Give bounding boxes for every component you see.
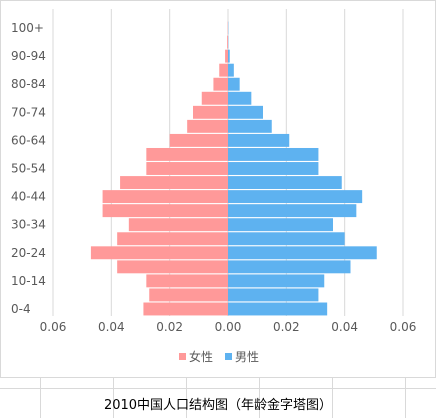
male-bar (228, 176, 342, 189)
female-bar (225, 50, 228, 63)
bars (91, 22, 377, 316)
male-bar (228, 134, 289, 147)
age-label: 40-44 (11, 190, 46, 204)
pyramid-chart: 0-4 10-14 20-24 30-34 40-44 50-54 60-64 70-74 80… (1, 1, 436, 379)
female-bar (143, 303, 228, 316)
x-tick-label: 0.00 (215, 320, 242, 334)
female-bar (146, 148, 228, 161)
age-label: 80-84 (11, 77, 46, 91)
male-bar (228, 148, 318, 161)
legend-swatch-female (179, 353, 186, 360)
female-bar (91, 246, 228, 259)
male-bar (228, 162, 318, 175)
female-bar (170, 134, 228, 147)
age-label: 20-24 (11, 246, 46, 260)
x-tick-label: 0.04 (331, 320, 358, 334)
age-label: 60-64 (11, 133, 46, 147)
male-bar (228, 106, 263, 119)
x-tick-label: 0.04 (98, 320, 125, 334)
sheet-row-line (0, 388, 436, 389)
female-bar (117, 260, 228, 273)
female-bar (120, 176, 228, 189)
female-bar (146, 162, 228, 175)
age-label: 30-34 (11, 218, 46, 232)
female-bar (219, 64, 228, 77)
male-bar (228, 50, 230, 63)
male-bar (228, 78, 240, 91)
male-bar (228, 246, 377, 259)
male-bar (228, 190, 362, 203)
male-bar (228, 260, 351, 273)
age-label: 50-54 (11, 162, 46, 176)
male-bar (228, 218, 333, 231)
legend-label-female: 女性 (189, 349, 213, 364)
age-label: 100+ (11, 21, 44, 35)
female-bar (103, 204, 228, 217)
female-bar (129, 218, 228, 231)
male-bar (228, 120, 272, 133)
chart-caption: 2010中国人口结构图（年龄金字塔图） (0, 394, 436, 413)
male-bar (228, 92, 251, 105)
female-bar (146, 274, 228, 287)
age-label: 10-14 (11, 274, 46, 288)
female-bar (202, 92, 228, 105)
female-bar (193, 106, 228, 119)
legend: 女性 男性 (179, 349, 259, 364)
female-bar (227, 36, 228, 49)
female-bar (187, 120, 228, 133)
male-bar (228, 288, 318, 301)
age-label: 90-94 (11, 49, 46, 63)
x-tick-label: 0.02 (273, 320, 300, 334)
male-bar (228, 274, 324, 287)
male-bar (228, 64, 234, 77)
legend-label-male: 男性 (235, 350, 259, 364)
chart-area: 0-4 10-14 20-24 30-34 40-44 50-54 60-64 70-74 80… (0, 0, 436, 378)
x-tick-label: 0.06 (390, 320, 417, 334)
age-label: 70-74 (11, 105, 46, 119)
age-axis: 0-4 10-14 20-24 30-34 40-44 50-54 60-64 70-74 80… (11, 21, 46, 316)
x-tick-label: 0.02 (156, 320, 183, 334)
female-bar (149, 288, 228, 301)
male-bar (228, 303, 327, 316)
x-axis: 0.06 0.04 0.02 0.00 0.02 0.04 0.06 (40, 320, 417, 334)
age-label: 0-4 (11, 302, 31, 316)
female-bar (103, 190, 228, 203)
male-bar (228, 232, 345, 245)
legend-swatch-male (225, 353, 232, 360)
female-bar (213, 78, 228, 91)
female-bar (117, 232, 228, 245)
male-bar (228, 204, 356, 217)
x-tick-label: 0.06 (40, 320, 67, 334)
